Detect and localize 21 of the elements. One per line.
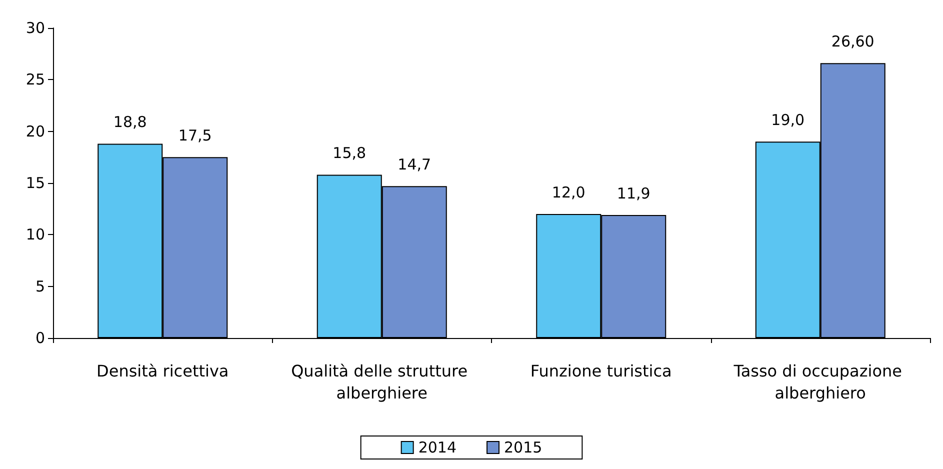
x-tick-label: Tasso di occupazione alberghiero [732,362,908,402]
y-tick-label: 30 [26,19,45,37]
y-tick-label: 20 [26,122,45,140]
x-tick-label: Densità ricettiva [96,362,229,380]
x-tick-label: Qualità delle strutture alberghiere [291,362,473,402]
data-label: 18,8 [113,113,147,132]
y-tick-label: 15 [26,174,45,192]
y-tick-label: 10 [26,226,45,244]
data-label: 12,0 [552,184,586,202]
data-label: 15,8 [332,144,366,162]
legend-label: 2015 [504,438,542,456]
x-tick-label: Funzione turistica [530,362,672,380]
legend-label: 2014 [418,438,457,456]
y-tick-label: 5 [35,277,45,296]
data-label: 11,9 [616,184,650,203]
data-label: 26,60 [831,32,874,51]
data-label: 14,7 [398,156,432,174]
y-tick-label: 25 [26,70,45,89]
data-label: 17,5 [178,126,212,145]
data-label: 19,0 [771,111,805,130]
y-tick-label: 0 [35,329,45,347]
